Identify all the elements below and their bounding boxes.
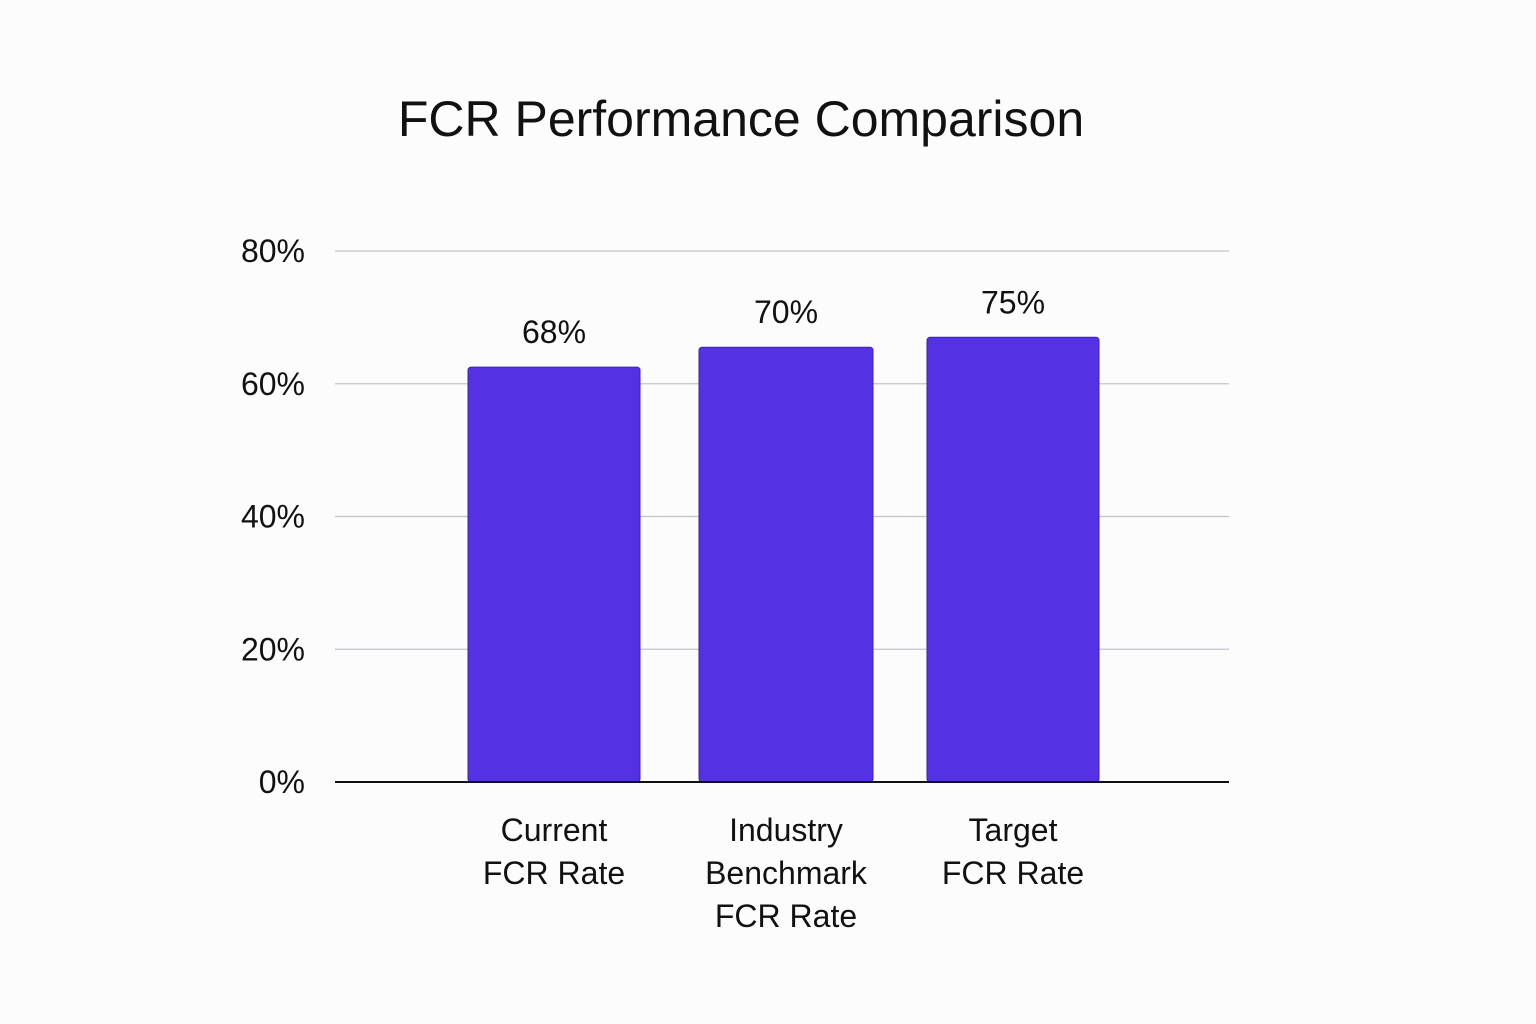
y-tick-label: 40% [241,499,305,535]
category-label: Current FCR Rate [483,812,625,891]
y-tick-label: 60% [241,366,305,402]
category-label: Industry Benchmark FCR Rate [705,812,868,934]
bar [467,366,641,783]
chart-title: FCR Performance Comparison [398,91,1084,147]
bars [467,336,1100,783]
data-label: 70% [754,294,818,330]
y-tick-label: 80% [241,233,305,269]
y-axis-ticks: 0% 20% 40% 60% 80% [241,233,305,800]
bar [926,336,1100,783]
data-label: 75% [981,284,1045,320]
y-tick-label: 20% [241,631,305,667]
bar [698,346,874,783]
category-label: Target FCR Rate [942,812,1084,891]
data-label: 68% [522,314,586,350]
category-labels: Current FCR Rate Industry Benchmark FCR Rate… [483,812,1084,934]
data-labels: 68% 70% 75% [522,284,1045,350]
y-tick-label: 0% [259,764,305,800]
